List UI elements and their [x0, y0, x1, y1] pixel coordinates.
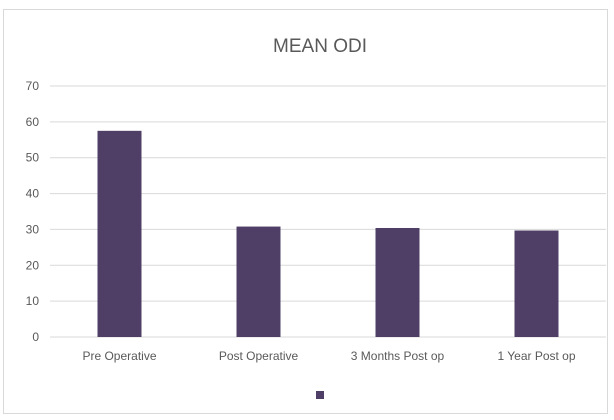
y-tick-label: 60: [26, 115, 40, 129]
y-tick-label: 20: [26, 258, 40, 272]
bar: [97, 130, 142, 337]
x-tick-label: Post Operative: [219, 349, 299, 363]
x-tick-label: 3 Months Post op: [351, 349, 445, 363]
bar: [375, 227, 420, 337]
x-tick-label: 1 Year Post op: [497, 349, 575, 363]
y-tick-label: 70: [26, 79, 40, 93]
y-tick-label: 40: [26, 187, 40, 201]
x-axis-ticks: Pre Operative Post Operative 3 Months Post…: [82, 349, 575, 363]
y-tick-label: 10: [26, 294, 40, 308]
gridlines: [50, 85, 606, 338]
x-tick-label: Pre Operative: [82, 349, 156, 363]
chart-title: MEAN ODI: [273, 36, 367, 57]
legend: [316, 391, 324, 399]
bar: [236, 226, 281, 337]
legend-swatch: [316, 391, 324, 399]
y-tick-label: 30: [26, 222, 40, 236]
y-tick-label: 50: [26, 151, 40, 165]
bar: [514, 230, 559, 337]
bars: [97, 130, 559, 337]
y-axis-ticks: 0 10 20 30 40 50 60 70: [26, 79, 40, 344]
y-tick-label: 0: [32, 330, 39, 344]
